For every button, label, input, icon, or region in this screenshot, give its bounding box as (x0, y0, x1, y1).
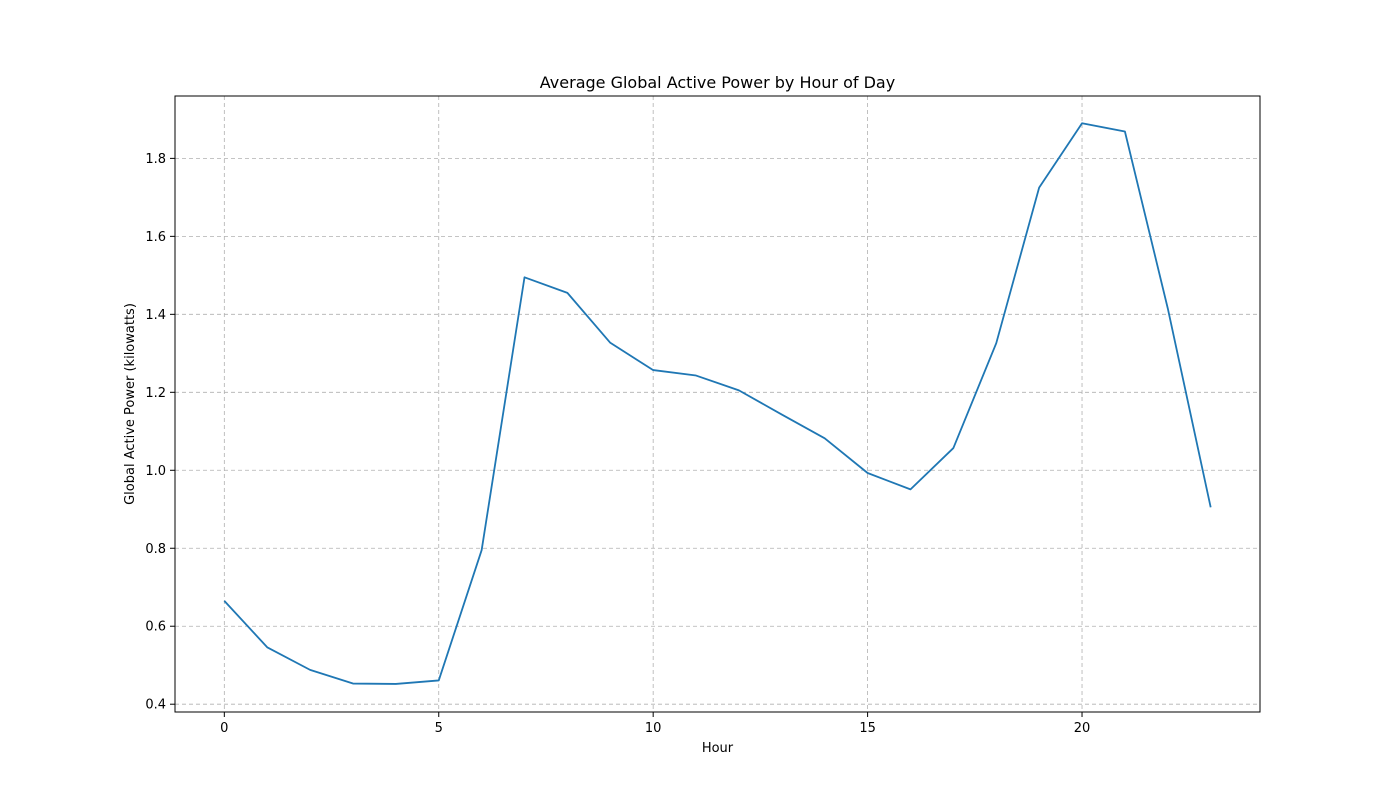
grid-lines (175, 96, 1260, 712)
y-tick-label: 1.8 (145, 152, 166, 167)
y-tick-label: 1.0 (145, 464, 166, 479)
x-tick-label: 10 (645, 721, 662, 736)
y-tick-label: 1.6 (145, 230, 166, 245)
x-axis-label: Hour (702, 741, 734, 756)
y-tick-label: 0.8 (145, 542, 166, 557)
series-lines (223, 122, 1212, 685)
x-tick-label: 0 (220, 721, 228, 736)
chart-title: Average Global Active Power by Hour of D… (540, 73, 895, 92)
y-tick-label: 0.4 (145, 698, 166, 713)
axis-ticks: 0 5 10 15 20 0.4 0.6 0.8 1.0 1.2 1.4 1.6 1.8 (145, 152, 1090, 736)
series-line (223, 122, 1212, 685)
y-tick-label: 1.2 (145, 386, 166, 401)
y-axis-label: Global Active Power (kilowatts) (123, 303, 138, 505)
y-tick-label: 0.6 (145, 620, 166, 635)
plot-frame (174, 95, 1261, 713)
x-tick-label: 5 (435, 721, 443, 736)
y-tick-label: 1.4 (145, 308, 166, 323)
x-tick-label: 20 (1074, 721, 1091, 736)
x-tick-label: 15 (859, 721, 876, 736)
